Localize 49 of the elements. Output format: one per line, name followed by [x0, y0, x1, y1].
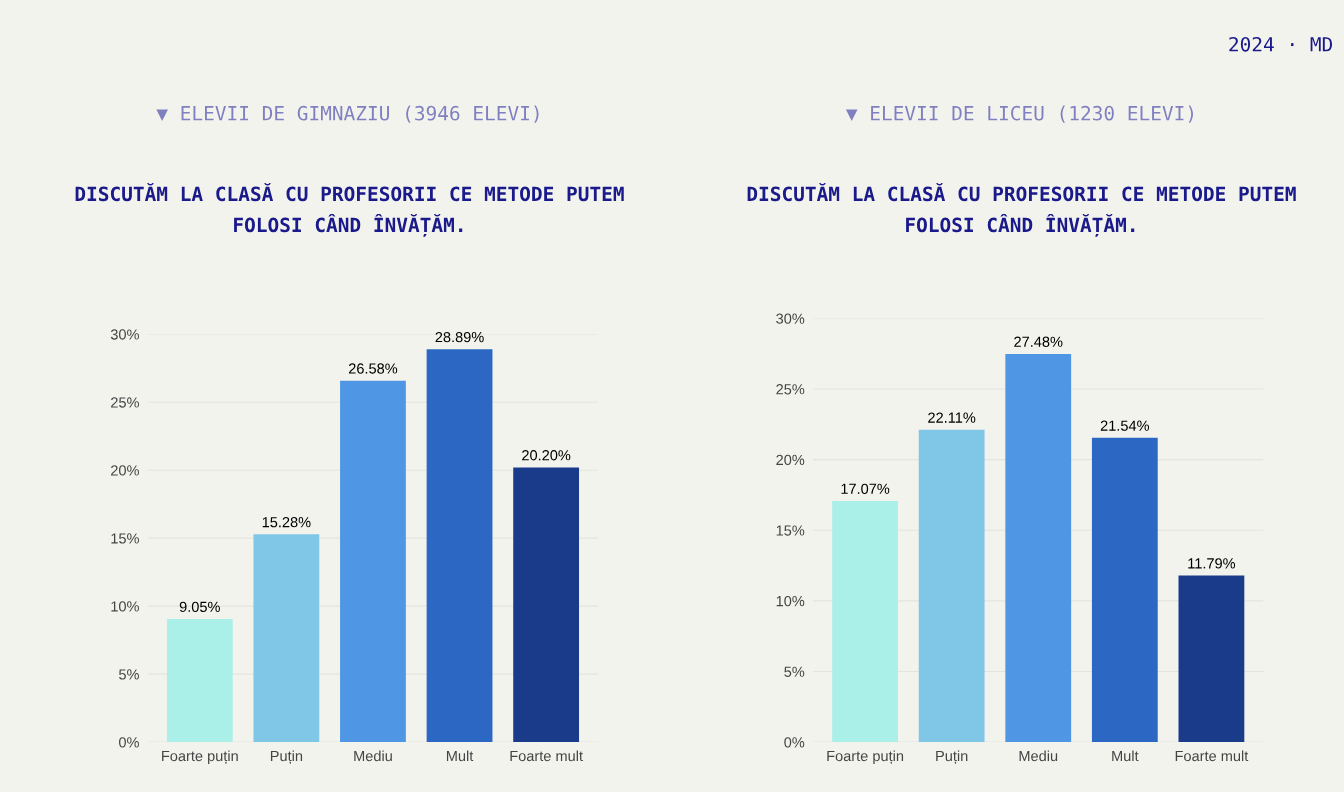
bar	[918, 429, 985, 743]
bar	[253, 534, 320, 743]
bar	[1091, 437, 1158, 743]
y-tick-label: 20%	[111, 465, 139, 476]
y-tick-label: 20%	[776, 454, 805, 466]
y-tick-label: 0%	[784, 737, 805, 748]
data-label: 11.79%	[1188, 558, 1236, 569]
y-tick-label: 25%	[776, 384, 805, 395]
bar	[166, 619, 233, 743]
x-tick-label: Mult	[1112, 750, 1139, 762]
y-tick-label: 15%	[776, 525, 805, 536]
bar	[340, 380, 406, 743]
bar	[832, 501, 898, 743]
y-tick-label: 5%	[119, 669, 139, 680]
y-tick-label: 5%	[784, 666, 805, 677]
chart-subtitle: ▼ ELEVII DE LICEU (1230 ELEVI)	[845, 105, 1193, 123]
data-label: 22.11%	[928, 412, 976, 423]
y-tick-label: 30%	[110, 329, 139, 340]
data-label: 17.07%	[841, 483, 890, 494]
chart-title: DISCUTĂM LA CLASĂ CU PROFESORII CE METODE PUTEM FOLOSI CÂND ÎNVĂȚĂM.	[747, 182, 1296, 237]
text: 2024 · MD	[1229, 36, 1333, 52]
data-label: 9.05%	[179, 601, 220, 613]
data-label: 21.54%	[1100, 420, 1150, 431]
x-tick-label: Foarte mult	[1175, 750, 1249, 762]
data-label: 28.89%	[435, 331, 484, 343]
y-tick-label: 15%	[111, 533, 139, 544]
chart-title: DISCUTĂM LA CLASĂ CU PROFESORII CE METODE PUTEM FOLOSI CÂND ÎNVĂȚĂM.	[75, 182, 624, 237]
x-tick-label: Puțin	[270, 750, 303, 765]
bar	[426, 349, 493, 743]
x-tick-label: Puțin	[936, 750, 968, 765]
x-tick-label: Mediu	[1019, 750, 1058, 762]
bar	[1178, 575, 1245, 743]
y-tick-label: 0%	[119, 737, 139, 748]
chart-subtitle: ▼ ELEVII DE GIMNAZIU (3946 ELEVI)	[156, 105, 539, 123]
x-tick-label: Foarte mult	[510, 750, 583, 762]
x-tick-label: Mult	[446, 750, 474, 762]
y-tick-label: 10%	[111, 601, 139, 612]
data-label: 15.28%	[262, 516, 311, 528]
y-tick-label: 25%	[111, 397, 139, 408]
x-tick-label: Foarte puțin	[162, 750, 238, 765]
bar	[1005, 353, 1072, 743]
bar	[513, 467, 580, 743]
data-label: 26.58%	[348, 363, 398, 374]
data-label: 27.48%	[1014, 336, 1063, 347]
y-tick-label: 30%	[776, 313, 805, 324]
y-tick-label: 10%	[776, 595, 805, 607]
x-tick-label: Mediu	[354, 750, 392, 762]
x-tick-label: Foarte puțin	[827, 750, 904, 765]
data-label: 20.20%	[522, 450, 571, 461]
